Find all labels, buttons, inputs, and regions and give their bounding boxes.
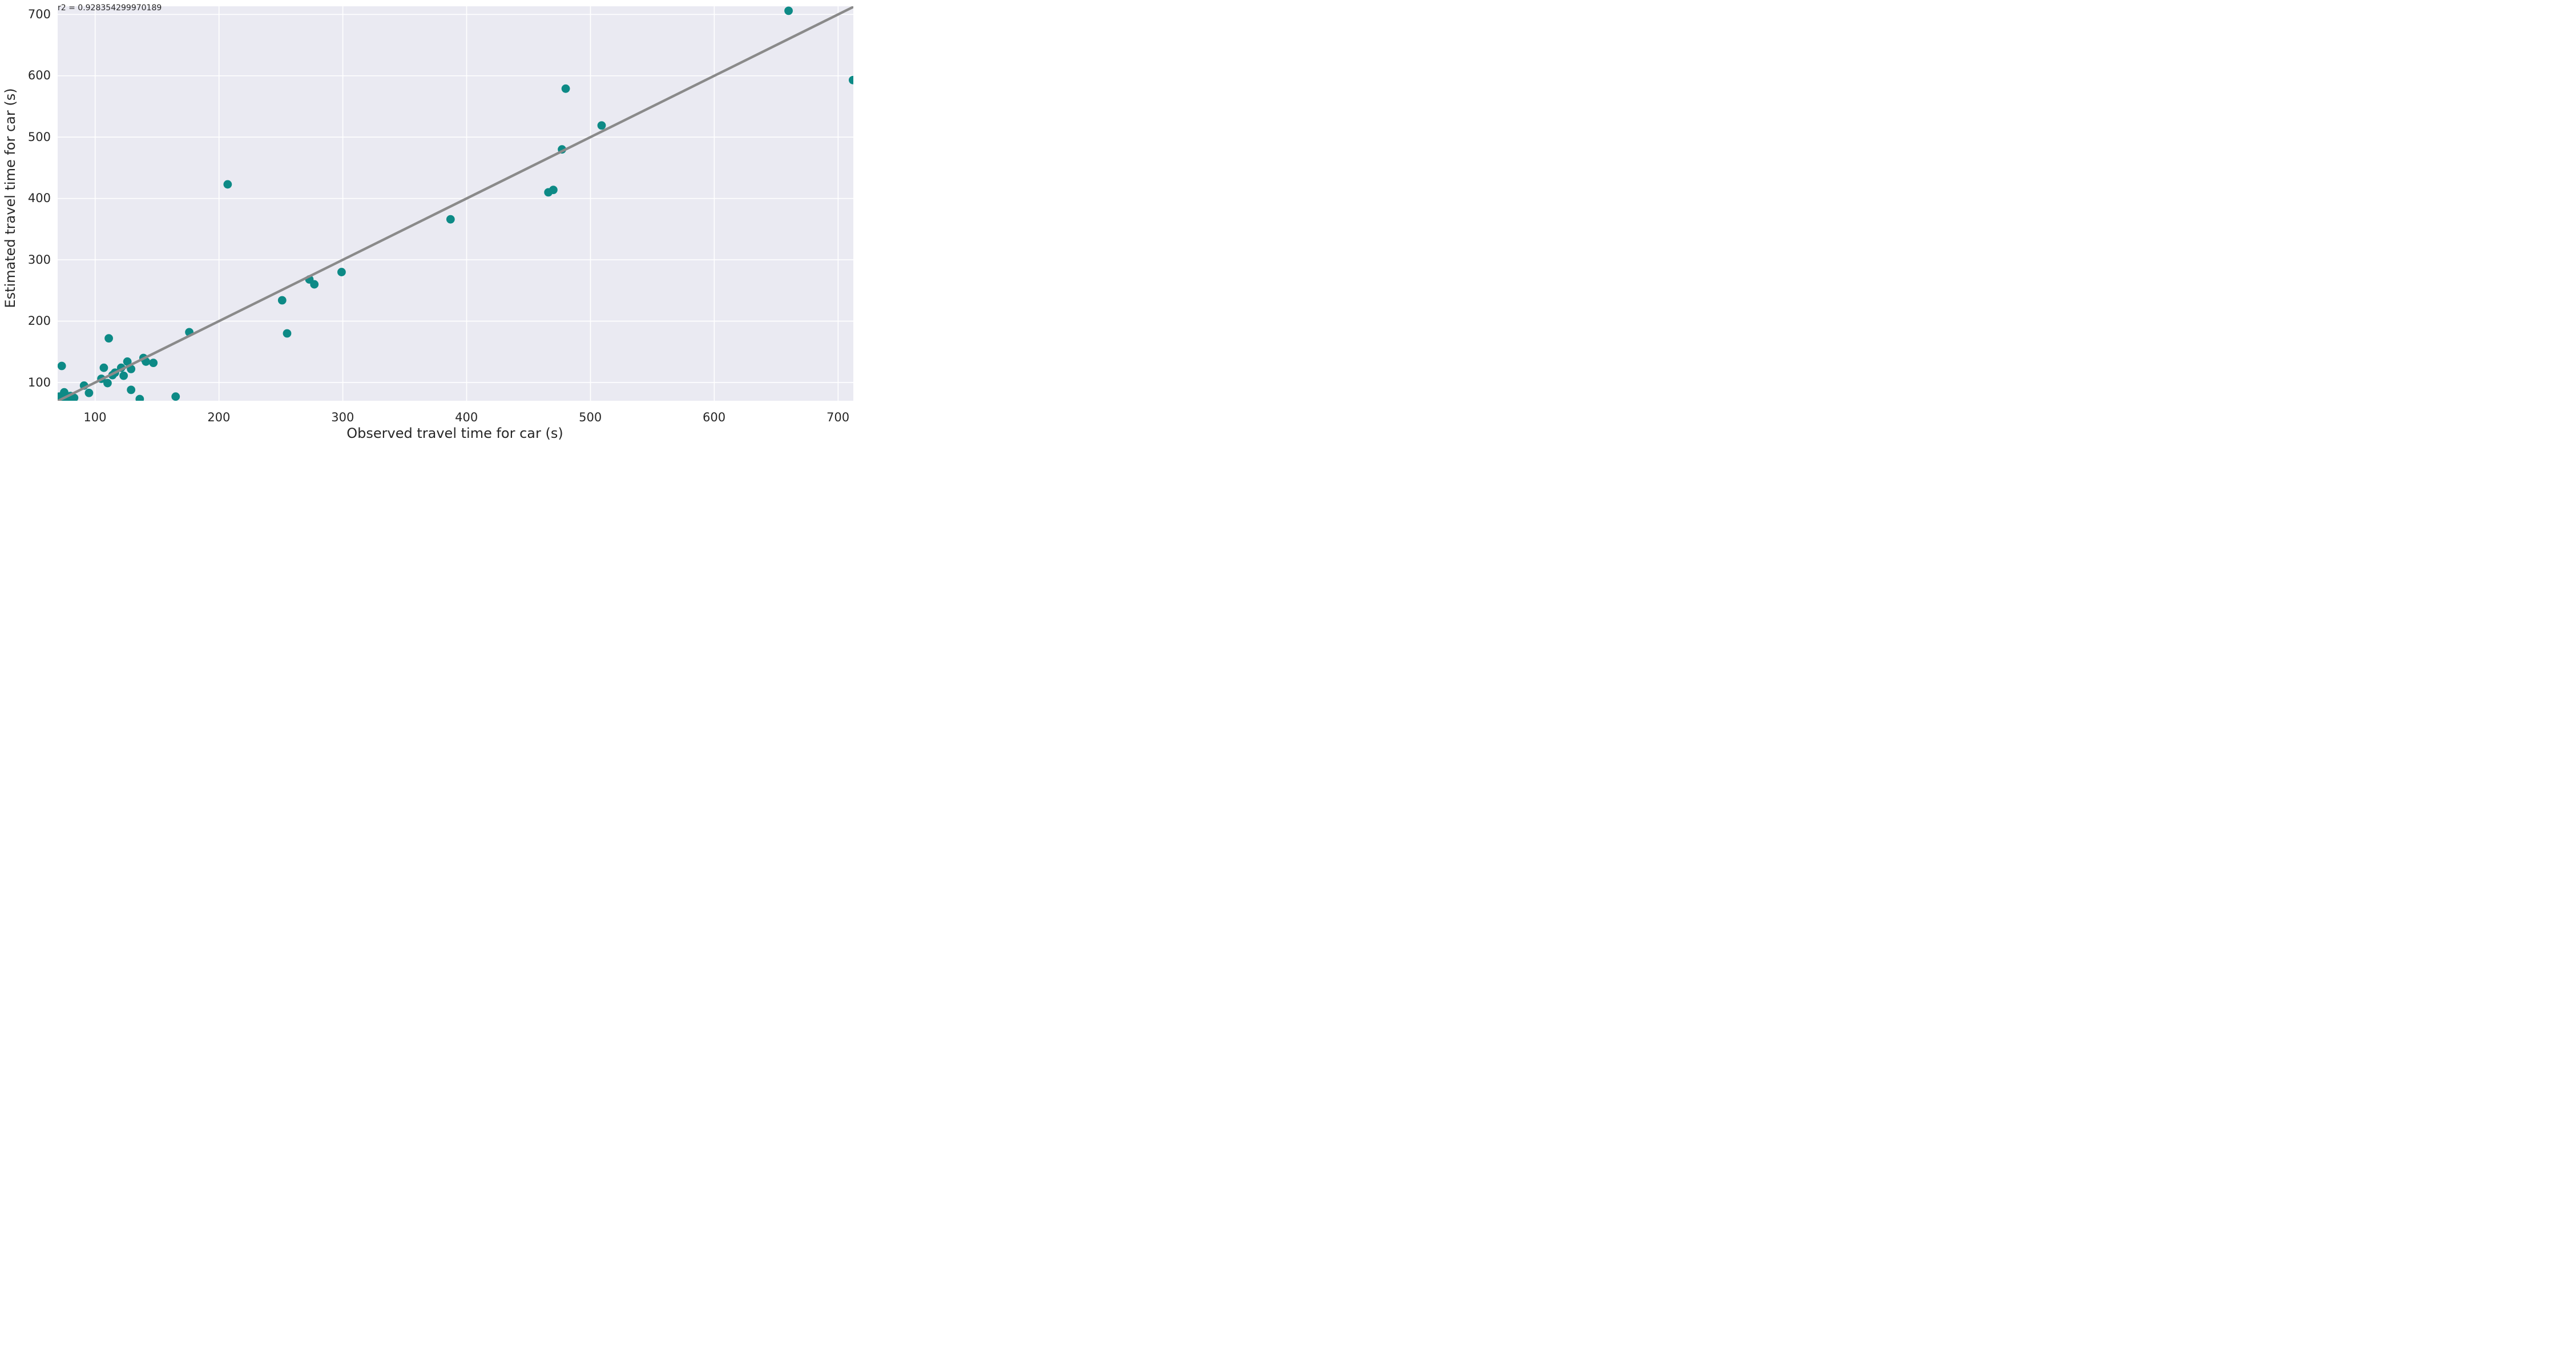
scatter-point: [309, 280, 319, 289]
scatter-point: [784, 6, 793, 15]
x-tick-label: 400: [455, 410, 478, 424]
x-tick-label: 700: [826, 410, 850, 424]
x-tick-label: 600: [703, 410, 726, 424]
scatter-point: [549, 185, 558, 194]
identity-line: [57, 6, 853, 401]
scatter-point: [148, 358, 158, 367]
scatter-point: [104, 333, 113, 343]
scatter-point: [277, 296, 287, 305]
scatter-point: [99, 363, 108, 372]
y-tick-label: 200: [27, 314, 51, 328]
y-tick-label: 500: [27, 130, 51, 144]
scatter-point: [171, 392, 180, 401]
y-tick-label: 100: [27, 375, 51, 389]
scatter-point: [283, 329, 292, 338]
scatter-point: [135, 394, 144, 401]
y-tick-label: 400: [27, 191, 51, 206]
scatter-point: [223, 180, 232, 189]
scatter-point: [70, 393, 78, 401]
x-axis-label: Observed travel time for car (s): [346, 425, 563, 441]
r2-annotation: r2 = 0.928354299970189: [58, 3, 162, 13]
x-tick-label: 300: [331, 410, 354, 424]
scatter-point: [337, 267, 346, 276]
scatter-point: [848, 75, 853, 84]
scatter-point: [57, 361, 66, 371]
y-tick-label: 300: [27, 252, 51, 267]
y-tick-label: 700: [27, 7, 51, 21]
scatter-plot-figure: r2 = 0.928354299970189 100 200 300 400 500 60…: [0, 0, 858, 448]
scatter-point: [84, 388, 93, 397]
scatter-point: [119, 371, 128, 380]
scatter-point: [561, 84, 570, 93]
x-tick-label: 500: [579, 410, 602, 424]
plot-canvas: [57, 6, 853, 401]
scatter-point: [123, 357, 132, 366]
y-tick-label: 600: [27, 69, 51, 83]
scatter-point: [126, 385, 135, 394]
plot-area: [57, 6, 853, 401]
scatter-point: [446, 215, 455, 224]
x-tick-label: 200: [207, 410, 231, 424]
y-axis-label: Estimated travel time for car (s): [2, 88, 18, 308]
scatter-point: [103, 378, 112, 388]
x-tick-label: 100: [83, 410, 107, 424]
scatter-point: [597, 121, 606, 130]
